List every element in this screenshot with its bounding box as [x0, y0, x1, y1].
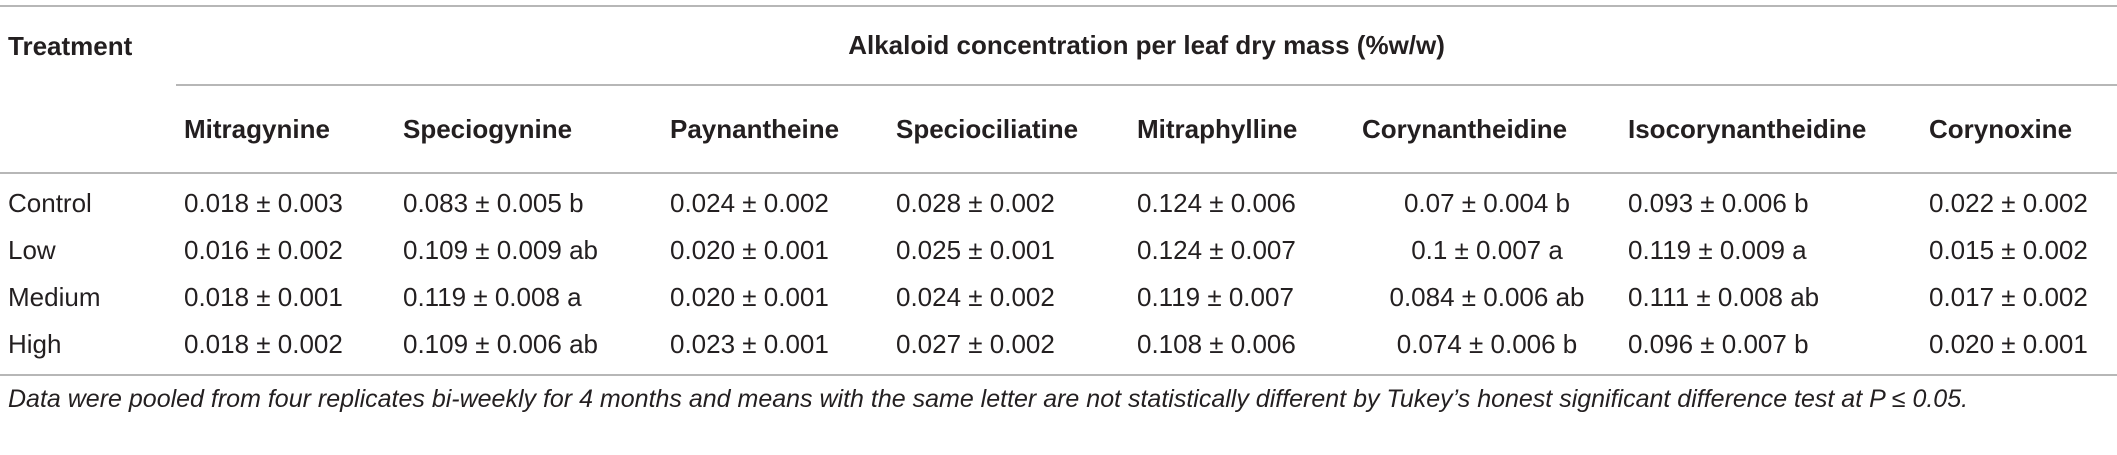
column-header-paynantheine: Paynantheine — [662, 85, 888, 174]
table-cell: 0.022 ± 0.002 — [1929, 188, 2088, 218]
column-header-isocorynantheidine: Isocorynantheidine — [1620, 85, 1921, 174]
concentration-span-header: Alkaloid concentration per leaf dry mass… — [176, 5, 2117, 86]
table-cell: 0.1 ± 0.007 a — [1411, 235, 1563, 265]
table-bottom-rule — [0, 368, 2117, 376]
table-cell: 0.083 ± 0.005 b — [403, 188, 584, 218]
table-cell: 0.096 ± 0.007 b — [1628, 329, 1809, 359]
table-cell: 0.020 ± 0.001 — [670, 282, 829, 312]
column-header-speciociliatine: Speciociliatine — [888, 85, 1129, 174]
treatment-header: Treatment — [0, 5, 176, 85]
table-cell: 0.020 ± 0.001 — [1929, 329, 2088, 359]
table-cell: 0.119 ± 0.007 — [1137, 282, 1294, 312]
table-cell: 0.028 ± 0.002 — [896, 188, 1055, 218]
table-row-high: High 0.018 ± 0.002 0.109 ± 0.006 ab 0.02… — [0, 321, 2117, 368]
row-label: Medium — [8, 282, 101, 312]
table-cell: 0.020 ± 0.001 — [670, 235, 829, 265]
column-header-corynantheidine: Corynantheidine — [1354, 85, 1620, 174]
table-cell: 0.024 ± 0.002 — [896, 282, 1055, 312]
column-header-mitraphylline: Mitraphylline — [1129, 85, 1354, 174]
table-cell: 0.018 ± 0.001 — [184, 282, 343, 312]
table-cell: 0.023 ± 0.001 — [670, 329, 829, 359]
table-cell: 0.108 ± 0.006 — [1137, 329, 1296, 359]
alkaloid-table: Treatment Alkaloid concentration per lea… — [0, 5, 2117, 376]
table-row-medium: Medium 0.018 ± 0.001 0.119 ± 0.008 a 0.0… — [0, 274, 2117, 321]
table-cell: 0.109 ± 0.006 ab — [403, 329, 598, 359]
table-cell: 0.124 ± 0.006 — [1137, 188, 1296, 218]
column-header-corynoxine: Corynoxine — [1921, 85, 2117, 174]
table-cell: 0.017 ± 0.002 — [1929, 282, 2088, 312]
table-cell: 0.025 ± 0.001 — [896, 235, 1055, 265]
row-label: Control — [8, 188, 92, 218]
table-cell: 0.016 ± 0.002 — [184, 235, 343, 265]
treatment-header-spacer — [0, 85, 176, 174]
table-cell: 0.018 ± 0.003 — [184, 188, 343, 218]
table-cell: 0.07 ± 0.004 b — [1403, 188, 1571, 218]
table-cell: 0.024 ± 0.002 — [670, 188, 829, 218]
column-header-row: Mitragynine Speciogynine Paynantheine Sp… — [0, 85, 2117, 174]
table-cell: 0.119 ± 0.009 a — [1628, 235, 1807, 265]
bottom-rule-cell — [0, 368, 2117, 376]
table-cell: 0.027 ± 0.002 — [896, 329, 1055, 359]
table-cell: 0.119 ± 0.008 a — [403, 282, 582, 312]
row-label: Low — [8, 235, 56, 265]
column-header-mitragynine: Mitragynine — [176, 85, 395, 174]
table-cell: 0.015 ± 0.002 — [1929, 235, 2088, 265]
table-footnote: Data were pooled from four replicates bi… — [8, 385, 1969, 413]
row-label: High — [8, 329, 62, 359]
table-cell: 0.093 ± 0.006 b — [1628, 188, 1809, 218]
table-cell: 0.084 ± 0.006 ab — [1389, 282, 1585, 312]
table-row-control: Control 0.018 ± 0.003 0.083 ± 0.005 b 0.… — [0, 173, 2117, 227]
data-table: Treatment Alkaloid concentration per lea… — [0, 5, 2117, 376]
table-row-low: Low 0.016 ± 0.002 0.109 ± 0.009 ab 0.020… — [0, 227, 2117, 274]
table-cell: 0.074 ± 0.006 b — [1396, 329, 1578, 359]
table-cell: 0.111 ± 0.008 ab — [1628, 282, 1820, 312]
column-header-speciogynine: Speciogynine — [395, 85, 662, 174]
table-cell: 0.109 ± 0.009 ab — [403, 235, 598, 265]
table-cell: 0.124 ± 0.007 — [1137, 235, 1296, 265]
table-cell: 0.018 ± 0.002 — [184, 329, 343, 359]
